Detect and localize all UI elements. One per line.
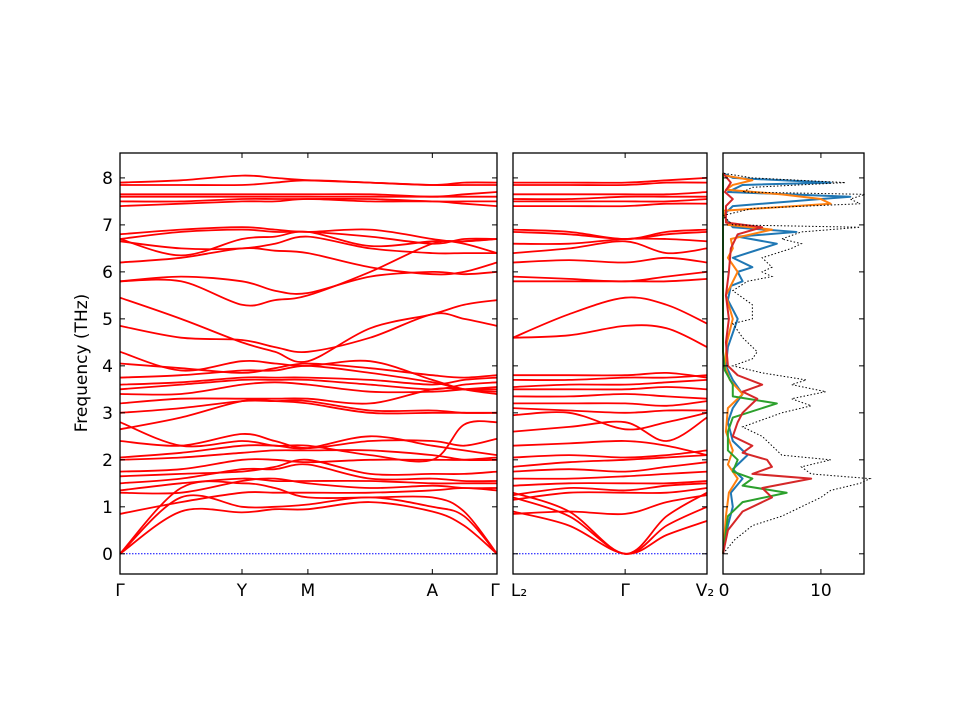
band-line: [119, 378, 498, 391]
band-line: [512, 256, 708, 264]
band-line: [513, 198, 708, 203]
band-line: [119, 296, 498, 363]
band-line: [119, 350, 498, 395]
k-point-label: Γ: [490, 581, 500, 601]
dos-panel: 0 10: [719, 152, 872, 601]
band-line: [512, 195, 707, 201]
y-tick-label: 7: [102, 216, 113, 236]
band-line: [119, 376, 498, 386]
band-line: [512, 449, 708, 459]
band-line: [512, 461, 708, 473]
y-tick-label: 2: [102, 451, 113, 471]
dos-line-projection-4: [722, 172, 813, 554]
band-line: [119, 494, 498, 555]
panel-frame: [722, 152, 865, 575]
band-line: [512, 494, 708, 516]
band-line: [512, 480, 708, 487]
band-line: [119, 449, 498, 462]
y-tick-label: 4: [102, 357, 113, 377]
band-line: [512, 296, 708, 339]
band-line: [512, 440, 708, 456]
band-line: [119, 197, 497, 203]
band-line: [513, 202, 708, 208]
y-tick-label: 1: [102, 498, 113, 518]
dos-line-projection-1: [722, 172, 852, 554]
band-line: [119, 477, 498, 495]
band-line: [513, 177, 708, 184]
band-line: [119, 235, 497, 255]
band-line: [512, 240, 708, 255]
band-line: [119, 433, 498, 450]
band-line: [119, 398, 497, 431]
y-tick-label: 5: [102, 310, 113, 330]
band-line: [512, 496, 708, 555]
band-line: [512, 416, 708, 442]
band-line: [512, 393, 708, 400]
k-point-label: L₂: [511, 581, 527, 601]
band-line: [119, 480, 498, 555]
band-line: [119, 420, 498, 463]
band-line: [512, 491, 708, 555]
band-line: [119, 312, 498, 354]
band-line: [512, 482, 708, 496]
band-line: [512, 181, 708, 187]
band-line: [512, 374, 708, 381]
y-tick-label: 0: [102, 545, 113, 565]
band-line: [119, 501, 498, 555]
band-line: [119, 463, 498, 485]
dos-line-projection-3: [722, 173, 788, 554]
band-line: [512, 271, 708, 283]
band-line: [119, 456, 498, 473]
band-line: [119, 458, 498, 478]
band-line: [119, 174, 498, 186]
band-line: [513, 191, 708, 196]
band-line: [512, 454, 708, 468]
band-line: [513, 386, 708, 391]
band-line: [120, 191, 498, 198]
band-line: [119, 487, 498, 515]
band-line: [512, 487, 708, 501]
y-tick-label: 6: [102, 263, 113, 283]
k-point-label: A: [427, 581, 439, 601]
panel-frame: [119, 152, 498, 575]
k-point-label: Y: [236, 581, 248, 601]
x-tick-label: 0: [719, 581, 730, 601]
band-line: [512, 379, 708, 388]
band-panel-secondary: L₂ Γ V₂: [511, 152, 714, 601]
band-line: [119, 198, 498, 207]
band-line: [513, 371, 708, 379]
y-tick-label: 3: [102, 404, 113, 424]
band-line: [512, 228, 708, 240]
band-line: [119, 399, 498, 414]
band-line: [119, 226, 498, 254]
band-line: [512, 324, 708, 348]
y-axis-label: Frequency (THz): [72, 294, 92, 433]
y-tick-label: 8: [102, 169, 113, 189]
band-line: [119, 247, 498, 276]
band-line: [119, 381, 498, 396]
k-point-label: Γ: [115, 581, 125, 601]
panel-frame: [512, 152, 708, 575]
band-line: [119, 477, 498, 492]
band-line: [512, 411, 708, 431]
band-line: [513, 400, 708, 407]
dos-line-total: [721, 172, 872, 555]
band-line: [119, 387, 497, 405]
k-point-label: M: [301, 581, 316, 601]
x-tick-label: 10: [810, 581, 832, 601]
k-point-label: Γ: [620, 581, 630, 601]
band-line: [512, 470, 708, 480]
band-line: [512, 407, 708, 414]
k-point-label: V₂: [696, 581, 714, 601]
